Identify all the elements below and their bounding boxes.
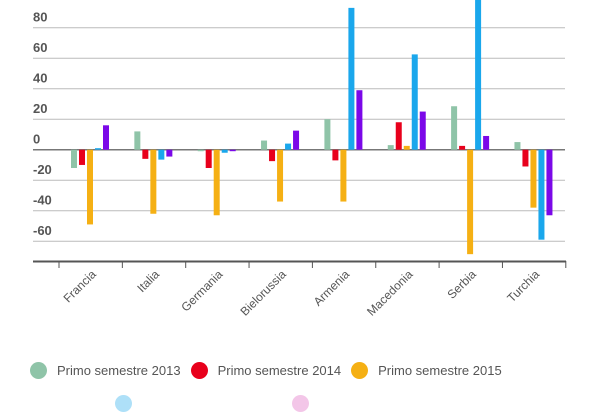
x-tick-label: Bielorussia xyxy=(237,267,289,319)
x-tick-label: Serbia xyxy=(444,267,479,302)
legend-item-2013: Primo semestre 2013 xyxy=(30,362,181,379)
bar xyxy=(285,143,292,150)
legend: Primo semestre 2013 Primo semestre 2014 … xyxy=(30,362,502,379)
bar xyxy=(538,149,545,240)
bar xyxy=(451,106,458,150)
bar xyxy=(411,54,418,150)
bar xyxy=(403,145,410,150)
x-tick-label: Armenia xyxy=(311,267,353,309)
bar xyxy=(419,111,426,150)
legend-dot-2015 xyxy=(351,362,369,379)
legend-label-2015: Primo semestre 2015 xyxy=(378,363,502,378)
legend-label-2014: Primo semestre 2014 xyxy=(217,363,342,378)
x-tick-label: Italia xyxy=(134,267,162,295)
bar xyxy=(87,149,93,225)
legend-dot-series-5 xyxy=(292,395,309,412)
bar xyxy=(261,140,268,150)
bar xyxy=(340,149,347,202)
bar xyxy=(332,149,339,161)
bar xyxy=(95,148,101,150)
x-tick-label: Germania xyxy=(178,267,225,314)
bar xyxy=(158,149,165,160)
bar xyxy=(277,149,284,202)
bar xyxy=(205,149,212,168)
bar xyxy=(522,149,529,167)
bar xyxy=(324,119,331,150)
bar xyxy=(150,149,157,214)
legend-item-2014: Primo semestre 2014 xyxy=(190,362,342,379)
x-tick-label: Macedonia xyxy=(364,267,416,319)
y-tick-label: 20 xyxy=(33,101,47,116)
y-tick-label: 60 xyxy=(33,40,47,55)
bar xyxy=(134,131,141,150)
bar xyxy=(213,149,220,216)
bar xyxy=(269,149,276,162)
bar xyxy=(142,149,149,159)
y-tick-label: 40 xyxy=(33,71,47,86)
legend-label-2013: Primo semestre 2013 xyxy=(57,363,181,378)
bar xyxy=(103,125,109,150)
bar xyxy=(166,149,173,157)
y-tick-label: 0 xyxy=(33,132,40,147)
bar xyxy=(71,149,77,168)
legend-dot-2013 xyxy=(30,362,47,379)
bar xyxy=(356,90,363,150)
y-tick-label: 80 xyxy=(33,10,47,25)
bar xyxy=(79,149,85,165)
x-tick-label: Turchia xyxy=(504,267,542,305)
bar xyxy=(229,149,236,152)
y-tick-label: -60 xyxy=(33,223,52,238)
bar xyxy=(546,149,553,216)
bar xyxy=(475,0,482,150)
legend-item-2015: Primo semestre 2015 xyxy=(351,362,502,379)
bar xyxy=(387,145,394,150)
bar xyxy=(293,130,300,150)
bar xyxy=(530,149,537,208)
bar xyxy=(348,7,355,150)
bar xyxy=(197,149,204,152)
y-tick-label: -20 xyxy=(33,162,52,177)
legend-dot-series-4 xyxy=(115,395,132,412)
bar xyxy=(514,142,521,150)
bar xyxy=(221,149,228,153)
bar xyxy=(467,149,474,255)
bar xyxy=(395,122,402,150)
bar xyxy=(483,135,490,150)
legend-dot-2014 xyxy=(190,362,208,379)
x-tick-label: Francia xyxy=(61,267,99,305)
y-tick-label: -40 xyxy=(33,193,52,208)
bar-chart: 80 60 40 20 0 -20 -40 -60 Francia Italia Germania B… xyxy=(33,0,567,319)
bar xyxy=(459,145,466,150)
